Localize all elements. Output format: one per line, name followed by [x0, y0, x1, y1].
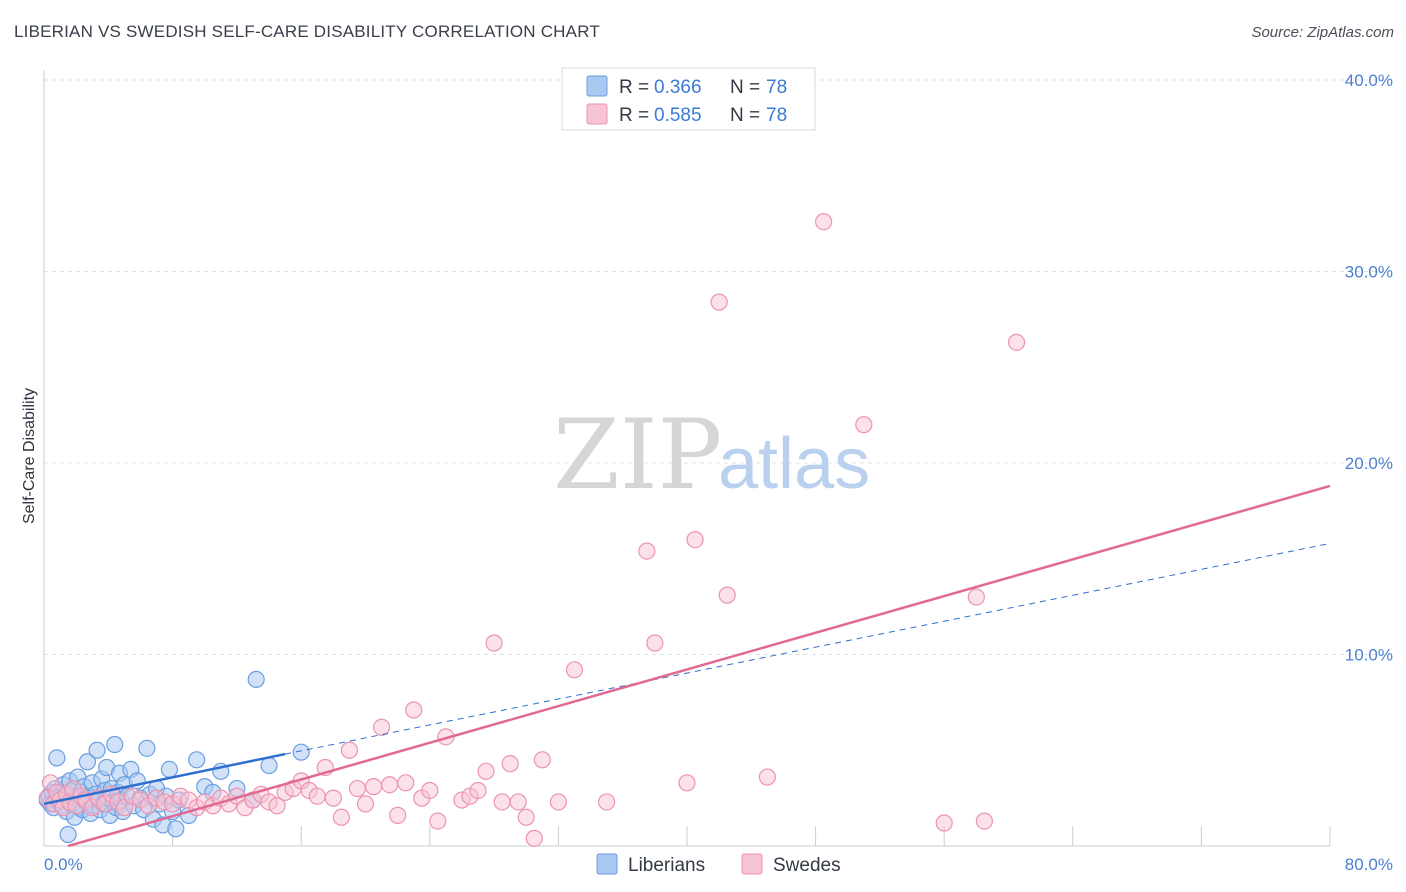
liberians-point-64 — [167, 820, 185, 838]
chart-title: LIBERIAN VS SWEDISH SELF-CARE DISABILITY… — [14, 22, 600, 41]
swedes-point-48 — [364, 778, 383, 796]
legend-n-label-1: N = — [730, 77, 760, 98]
swedes-point-70 — [598, 793, 616, 811]
swedes-point-51 — [389, 806, 407, 824]
liberians-point-55 — [138, 739, 156, 757]
swedes-point-75 — [710, 293, 728, 311]
swedes-point-71 — [638, 542, 656, 560]
swedes-point-49 — [372, 718, 391, 736]
y-tick-label-10: 10.0% — [1345, 646, 1393, 665]
legend-swatch-swedes — [586, 103, 608, 125]
swedes-point-76 — [718, 586, 736, 604]
x-tick-max: 80.0% — [1345, 855, 1393, 874]
y-tick-label-20: 20.0% — [1345, 454, 1393, 473]
swedes-trend-line — [67, 484, 1331, 848]
swedes-point-50 — [381, 776, 399, 794]
swedes-point-62 — [485, 634, 503, 652]
swedes-point-60 — [469, 781, 487, 800]
x-tick-min: 0.0% — [44, 855, 83, 874]
swedes-point-61 — [477, 762, 495, 780]
liberians-trend-extension — [285, 542, 1331, 755]
liberians-point-73 — [260, 756, 278, 775]
trend-lines — [43, 484, 1331, 848]
legend-r-value-1: 0.366 — [654, 77, 702, 98]
liberians-point-42 — [106, 735, 124, 754]
swedes-point-63 — [493, 793, 511, 811]
swedes-point-77 — [758, 768, 776, 786]
series-legend: Liberians Swedes — [596, 853, 841, 876]
swedes-point-55 — [421, 781, 439, 800]
y-tick-labels: 10.0% 20.0% 30.0% 40.0% — [1345, 71, 1393, 665]
correlation-legend: R = 0.366 N = 78 R = 0.585 N = 78 — [561, 67, 816, 131]
series-legend-liberians: Liberians — [628, 855, 705, 876]
swedes-point-52 — [397, 774, 415, 792]
series-legend-swedes: Swedes — [773, 855, 841, 876]
swedes-point-67 — [533, 751, 551, 769]
swedes-point-84 — [525, 829, 543, 847]
swedes-point-73 — [678, 774, 696, 792]
swedes-point-53 — [405, 701, 423, 719]
legend-r-label-2: R = — [619, 105, 649, 126]
y-axis-label: Self-Care Disability — [21, 388, 38, 524]
swedes-point-44 — [332, 808, 350, 826]
legend-n-value-2: 78 — [766, 105, 787, 126]
source-label: Source: ZipAtlas.com — [1251, 24, 1394, 41]
liberians-point-31 — [88, 741, 106, 759]
watermark-zip: ZIP — [553, 399, 722, 511]
swedes-point-78 — [815, 213, 833, 231]
swedes-point-68 — [549, 793, 568, 811]
swedes-point-47 — [356, 795, 375, 813]
swedes-point-46 — [348, 779, 367, 798]
swedes-point-45 — [340, 741, 359, 759]
legend-r-value-2: 0.585 — [654, 105, 702, 126]
swedes-point-72 — [646, 634, 664, 652]
swedes-point-81 — [975, 812, 993, 830]
y-tick-label-30: 30.0% — [1345, 263, 1393, 282]
legend-swatch-liberians — [586, 75, 608, 97]
liberians-point-25 — [78, 753, 97, 771]
swedes-point-56 — [429, 812, 447, 830]
swedes-point-36 — [268, 797, 286, 815]
swedes-point-74 — [686, 530, 704, 549]
liberians-point-62 — [160, 760, 178, 779]
series-legend-swatch-swedes — [741, 853, 763, 875]
legend-n-value-1: 78 — [766, 77, 787, 98]
swedes-point-79 — [855, 416, 873, 434]
watermark-atlas: atlas — [718, 424, 870, 504]
liberians-point-76 — [48, 749, 66, 767]
grid-lines — [44, 79, 1390, 655]
liberians-trend-line — [43, 752, 286, 806]
liberians-point-74 — [292, 743, 310, 761]
axes — [43, 70, 1331, 847]
series-legend-swatch-liberians — [596, 853, 618, 875]
swedes-point-82 — [967, 588, 985, 606]
y-tick-label-40: 40.0% — [1345, 71, 1393, 90]
swedes-point-66 — [517, 808, 535, 826]
swedes-point-43 — [324, 789, 342, 807]
swedes-points — [38, 213, 1026, 847]
liberians-point-77 — [247, 670, 265, 688]
swedes-point-80 — [935, 814, 953, 832]
liberians-point-75 — [59, 825, 77, 844]
swedes-point-65 — [509, 793, 527, 811]
swedes-point-64 — [501, 755, 519, 773]
legend-n-label-2: N = — [730, 105, 760, 126]
swedes-point-83 — [1007, 333, 1026, 351]
legend-r-label-1: R = — [619, 77, 649, 98]
swedes-point-41 — [308, 787, 326, 805]
liberians-point-67 — [188, 751, 206, 769]
swedes-point-69 — [565, 661, 584, 679]
